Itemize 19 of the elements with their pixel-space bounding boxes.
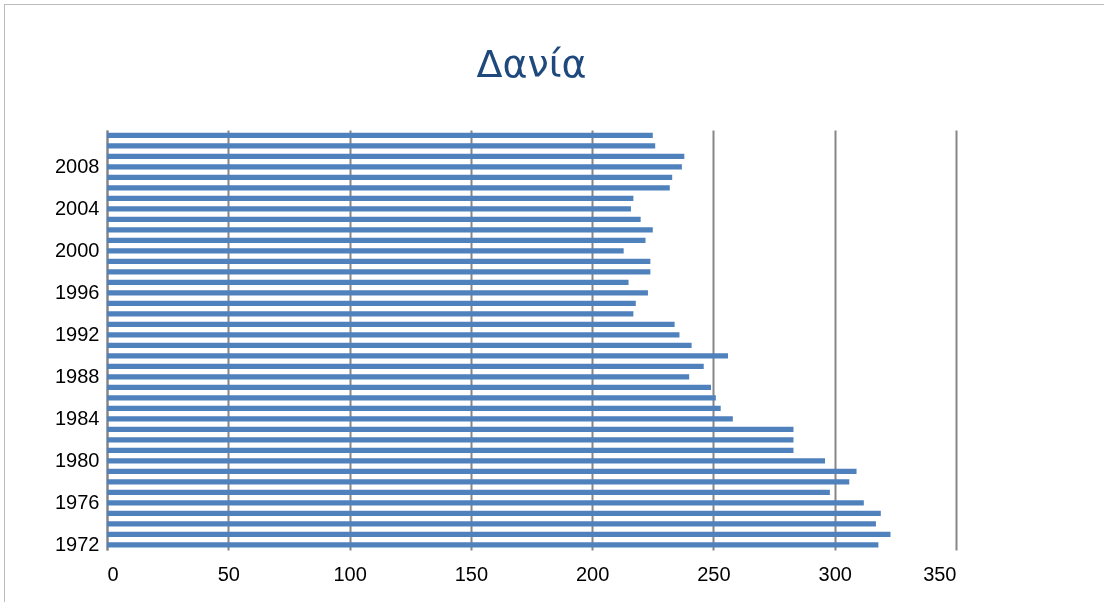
y-tick-label: 1972 [55, 532, 100, 555]
x-tick-label: 350 [923, 562, 957, 585]
y-tick-label: 1980 [55, 448, 100, 471]
y-tick-label: 1992 [55, 322, 100, 345]
x-tick-label: 50 [217, 562, 240, 585]
x-tick-label: 0 [107, 562, 119, 585]
y-tick-label: 2008 [55, 154, 100, 177]
x-tick-label: 100 [333, 562, 367, 585]
y-tick-label: 1984 [55, 406, 100, 429]
y-tick-label: 1988 [55, 364, 100, 387]
x-tick-label: 200 [575, 562, 610, 585]
y-tick-label: 1976 [55, 490, 100, 513]
x-tick-label: 300 [818, 562, 852, 585]
y-tick-label: 1996 [55, 280, 100, 303]
chart-title: Δανία [476, 41, 587, 86]
y-tick-label: 2004 [55, 196, 100, 219]
x-tick-label: 250 [697, 562, 731, 585]
y-tick-label: 2000 [55, 238, 100, 261]
x-tick-label: 150 [454, 562, 489, 585]
